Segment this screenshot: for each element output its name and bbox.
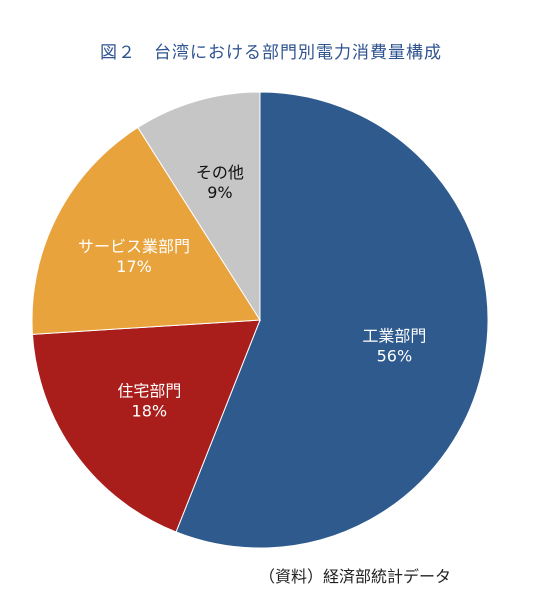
- pie-slice-3: [31, 126, 261, 335]
- slice-value-label: 17%: [116, 257, 152, 276]
- slice-category-label: サービス業部門: [78, 237, 190, 256]
- pie-slice-4: [137, 91, 261, 322]
- pie-slice-1: [175, 91, 489, 549]
- chart-title: 図２ 台湾における部門別電力消費量構成: [100, 43, 442, 63]
- slice-value-label: 18%: [132, 401, 168, 420]
- slice-category-label: 工業部門: [362, 327, 426, 346]
- slice-category-label: その他: [196, 163, 244, 182]
- source-note: （資料）経済部統計データ: [259, 567, 452, 586]
- slice-value-label: 9%: [207, 183, 232, 202]
- slice-category-label: 住宅部門: [117, 381, 181, 400]
- pie-slice-2: [31, 319, 261, 533]
- slice-value-label: 56%: [377, 347, 413, 366]
